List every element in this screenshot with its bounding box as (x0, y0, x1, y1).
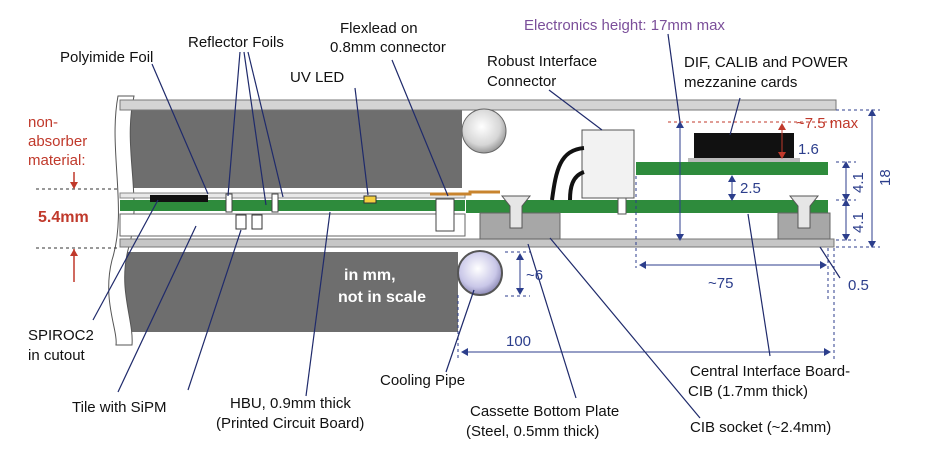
hbu-pcb (120, 200, 465, 211)
uv-led-chip (363, 195, 377, 204)
non-absorber-label-1: non- (28, 114, 58, 131)
cooling-pipe-label: Cooling Pipe (380, 372, 465, 389)
absorber-bottom (120, 252, 458, 332)
dimension-lines (457, 109, 880, 360)
robust-connector-pin (617, 197, 627, 215)
dim-6: ~6 (526, 267, 543, 284)
in-mm-label-2: not in scale (338, 289, 426, 306)
flex-connector (435, 198, 455, 232)
cooling-pipe (457, 250, 503, 296)
robust-connector (581, 129, 635, 199)
cassette-label-1: Cassette Bottom Plate (470, 403, 619, 420)
sipm-1 (235, 214, 247, 230)
dim-18: 18 (877, 169, 894, 186)
tile-layer (119, 213, 466, 237)
leader-lines (92, 33, 841, 419)
dim-2-5: 2.5 (740, 180, 761, 197)
screw-right (788, 195, 820, 229)
dim-75: ~75 (708, 275, 733, 292)
absorber-top (120, 110, 462, 188)
flexlead-label-2: 0.8mm connector (330, 39, 446, 56)
non-absorber-label-2: absorber (28, 133, 87, 150)
thickness-label: 5.4mm (38, 209, 89, 226)
cib-board (466, 200, 828, 213)
uv-led-label: UV LED (290, 69, 344, 86)
cassette-bottom-plate (119, 238, 835, 248)
screw-left (500, 195, 532, 229)
dif-label-1: DIF, CALIB and POWER (684, 54, 848, 71)
dim-4-1-lower: 4.1 (850, 212, 867, 233)
tile-label: Tile with SiPM (72, 399, 166, 416)
cib-label-1: Central Interface Board- (690, 363, 850, 380)
spiroc-label-1: SPIROC2 (28, 327, 94, 344)
robust-label-2: Connector (487, 73, 556, 90)
hbu-label-2: (Printed Circuit Board) (216, 415, 364, 432)
cib-label-2: CIB (1.7mm thick) (688, 383, 808, 400)
polyimide-foil-label: Polyimide Foil (60, 49, 153, 66)
cib-socket-label: CIB socket (~2.4mm) (690, 419, 831, 436)
mezzanine-pins (688, 158, 800, 162)
dim-100: 100 (506, 333, 531, 350)
dif-label-2: mezzanine cards (684, 74, 797, 91)
spiroc-chip (150, 195, 208, 202)
electronics-height-label: Electronics height: 17mm max (524, 17, 725, 34)
dimension-arrowheads (461, 109, 876, 356)
mezzanine-component (694, 133, 794, 161)
hbu-label-1: HBU, 0.9mm thick (230, 395, 351, 412)
flexlead (430, 190, 500, 196)
dim-7-5: ~7.5 max (796, 115, 859, 132)
red-arrowheads (778, 123, 786, 159)
thickness-arrowhead-top (70, 182, 78, 189)
cable-1 (550, 146, 585, 201)
top-cover (119, 99, 837, 111)
in-mm-label-1: in mm, (344, 267, 396, 284)
robust-label-1: Robust Interface (487, 53, 597, 70)
cooling-pipe-top (461, 108, 507, 154)
dim-0-5: 0.5 (848, 277, 869, 294)
dim-1-6: 1.6 (798, 141, 819, 158)
mezzanine-card (636, 162, 828, 175)
sipm-2 (251, 214, 263, 230)
non-absorber-label-3: material: (28, 152, 86, 169)
flexlead-label-1: Flexlead on (340, 20, 418, 37)
cable-2 (568, 170, 585, 201)
thickness-arrowhead-bottom (70, 249, 78, 256)
spiroc-label-2: in cutout (28, 347, 86, 364)
reflector-post-1 (225, 193, 233, 213)
reflector-post-2 (271, 193, 279, 213)
cassette-label-2: (Steel, 0.5mm thick) (466, 423, 599, 440)
dim-4-1-upper: 4.1 (850, 172, 867, 193)
reflector-foils-label: Reflector Foils (188, 34, 284, 51)
